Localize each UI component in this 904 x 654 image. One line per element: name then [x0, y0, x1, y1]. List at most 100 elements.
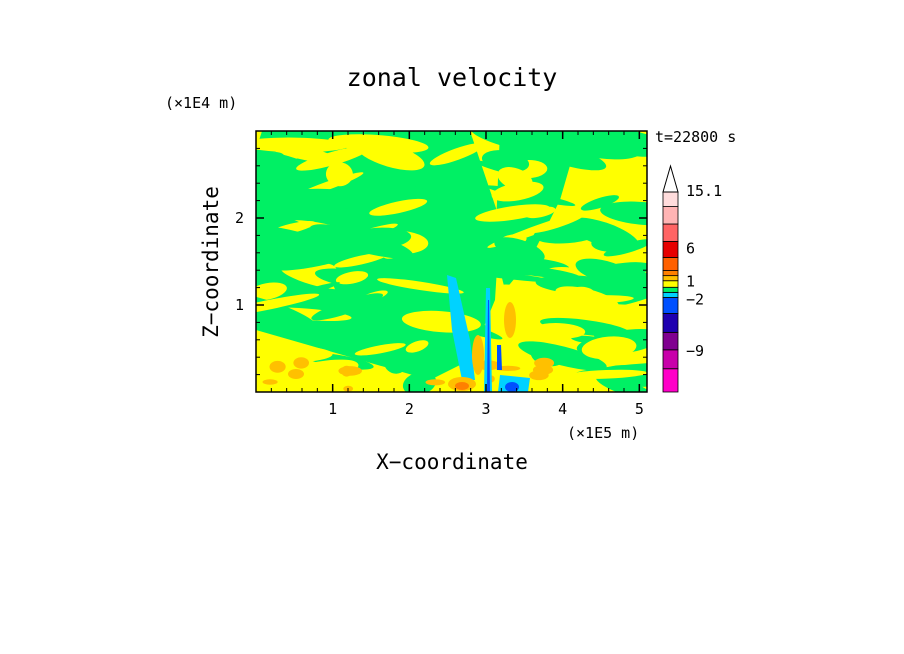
- field-patch: [425, 379, 446, 386]
- chart-title: zonal velocity: [347, 63, 558, 92]
- field-patch: [262, 140, 338, 164]
- colorbar-level: [662, 223, 679, 242]
- colorbar-level: [662, 206, 679, 225]
- velocity-field: [256, 131, 647, 392]
- colorbar-level: [662, 241, 679, 258]
- field-patch: [566, 131, 647, 157]
- x-multiplier-label: (×1E5 m): [567, 424, 639, 442]
- field-patch: [256, 225, 333, 252]
- field-patch: [532, 323, 586, 339]
- field-patch: [405, 340, 429, 353]
- field-patch: [494, 237, 545, 263]
- field-patch: [263, 152, 286, 169]
- field-patch: [491, 181, 544, 202]
- field-patch: [603, 239, 647, 257]
- field-patch: [269, 360, 286, 373]
- field-patch: [581, 336, 637, 360]
- colorbar-level: [662, 297, 679, 314]
- colorbar-tick-label: −2: [686, 290, 704, 308]
- x-tick-label: 5: [635, 400, 644, 418]
- field-patch: [338, 165, 444, 199]
- field-patch: [422, 198, 462, 219]
- colorbar-level: [662, 257, 679, 271]
- field-patch: [530, 214, 584, 234]
- field-patch: [555, 286, 619, 311]
- colorbar-level: [662, 313, 679, 333]
- time-label: t=22800 s: [655, 128, 736, 146]
- field-patch: [262, 379, 278, 385]
- field-region: [447, 275, 475, 380]
- plot-frame: [255, 130, 648, 393]
- colorbar-tick-label: 15.1: [686, 182, 722, 200]
- colorbar-level: [662, 331, 679, 351]
- field-patch: [328, 134, 429, 154]
- field-patch: [565, 369, 647, 379]
- field-patch: [553, 131, 605, 148]
- field-patch: [354, 343, 406, 356]
- field-patch: [256, 282, 287, 301]
- x-tick-label: 2: [405, 400, 414, 418]
- x-tick-label: 4: [558, 400, 567, 418]
- field-patch: [600, 201, 647, 226]
- field-region: [504, 302, 516, 338]
- field-patch: [364, 294, 442, 324]
- field-region: [487, 300, 490, 392]
- field-patch: [475, 204, 550, 222]
- colorbar: 15.1 6 1−2 −9: [662, 164, 722, 393]
- x-axis: 1 2 3 4 5: [270, 131, 644, 418]
- field-patch: [571, 307, 635, 327]
- colorbar-tick-label: 6: [686, 240, 695, 258]
- colorbar-level: [662, 368, 679, 393]
- colorbar-level: [662, 280, 679, 288]
- colorbar-tick-label: −9: [686, 342, 704, 360]
- field-patch: [309, 224, 413, 259]
- field-patch: [335, 271, 369, 285]
- field-patch: [278, 255, 346, 271]
- x-tick-label: 3: [481, 400, 490, 418]
- z-axis-label: Z−coordinate: [199, 186, 223, 338]
- field-patch: [402, 371, 437, 392]
- field-patch: [429, 143, 484, 166]
- z-axis: 12: [235, 147, 647, 376]
- field-patch: [338, 366, 363, 376]
- field-patch: [481, 150, 530, 173]
- field-patch: [471, 131, 559, 155]
- field-patch: [610, 161, 647, 187]
- z-tick-label: 2: [235, 209, 244, 227]
- field-patch: [540, 317, 630, 337]
- field-patch: [369, 198, 428, 216]
- x-axis-label: X−coordinate: [376, 450, 528, 474]
- colorbar-level: [662, 270, 679, 277]
- field-patch: [613, 271, 647, 289]
- field-patch: [334, 252, 388, 268]
- field-patch: [534, 357, 555, 369]
- colorbar-level: [662, 275, 679, 282]
- x-tick-label: 1: [328, 400, 337, 418]
- field-region: [505, 382, 519, 392]
- field-patch: [453, 268, 557, 283]
- field-patch: [580, 195, 619, 211]
- colorbar-level: [662, 291, 679, 298]
- field-patch: [262, 359, 359, 391]
- colorbar-level: [662, 191, 679, 207]
- colorbar-level: [662, 349, 679, 370]
- field-region: [288, 369, 304, 379]
- field-region: [455, 382, 469, 390]
- field-patch: [293, 357, 310, 369]
- field-patch: [383, 351, 408, 374]
- field-patch: [256, 293, 320, 317]
- field-patch: [311, 293, 384, 321]
- z-tick-label: 1: [235, 296, 244, 314]
- z-multiplier-label: (×1E4 m): [165, 94, 237, 112]
- colorbar-level: [662, 286, 679, 293]
- field-region: [472, 335, 484, 375]
- field-patch: [529, 370, 549, 381]
- colorbar-tick-label: 1: [686, 273, 695, 291]
- colorbar-extend-arrow: [662, 164, 679, 193]
- field-patch: [490, 263, 580, 279]
- field-region: [497, 345, 502, 370]
- field-patch: [377, 278, 464, 294]
- field-patch: [256, 291, 318, 331]
